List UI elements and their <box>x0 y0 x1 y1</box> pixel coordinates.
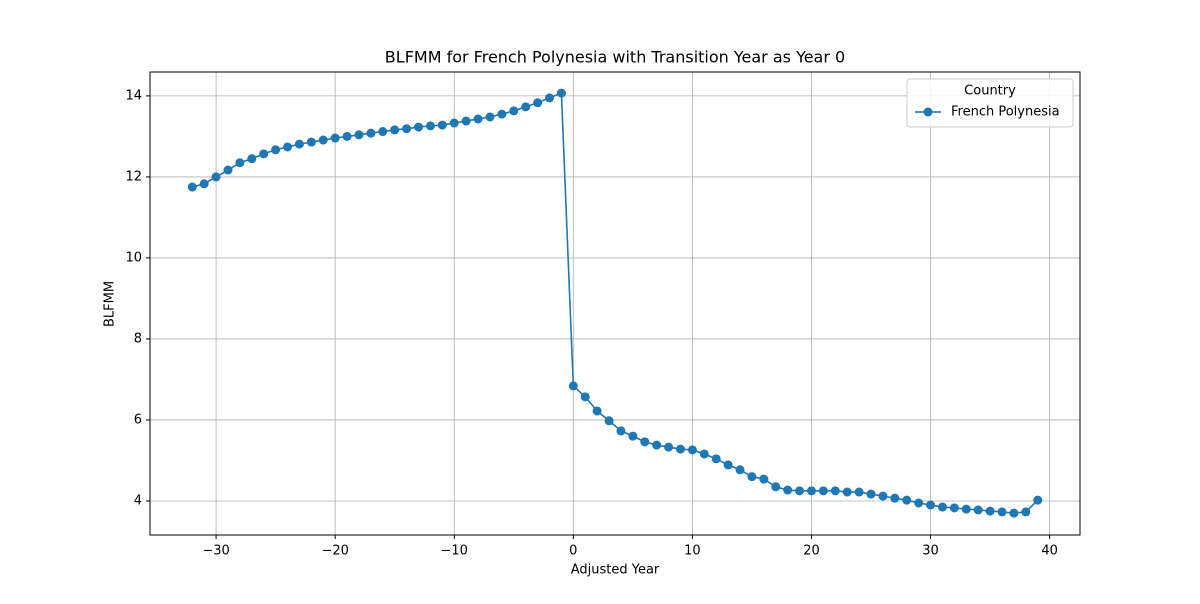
data-point <box>759 474 769 484</box>
data-point <box>283 142 293 152</box>
data-point <box>580 392 590 402</box>
data-point <box>652 440 662 450</box>
legend-box <box>906 78 1074 128</box>
y-axis-label: BLFMM <box>103 281 118 327</box>
data-point <box>592 406 602 416</box>
x-tick-label: −20 <box>321 544 348 559</box>
data-point <box>795 486 805 496</box>
data-point <box>818 486 828 496</box>
data-point <box>473 114 483 124</box>
data-point <box>735 465 745 475</box>
data-point <box>604 416 614 426</box>
data-point <box>247 154 257 164</box>
data-point <box>402 124 412 134</box>
data-point <box>449 118 459 128</box>
data-point <box>854 487 864 497</box>
data-point <box>616 426 626 436</box>
data-point <box>223 165 233 175</box>
data-point <box>949 503 959 513</box>
data-point <box>1009 508 1019 518</box>
series-line <box>192 91 1039 514</box>
data-point <box>890 493 900 503</box>
data-point <box>366 128 376 138</box>
data-point <box>985 506 995 516</box>
data-point <box>568 381 578 391</box>
data-point <box>318 135 328 145</box>
data-point <box>390 125 400 135</box>
x-tick-label: 40 <box>1041 544 1058 559</box>
data-point <box>675 444 685 454</box>
x-tick-label: 20 <box>803 544 820 559</box>
x-tick-label: 10 <box>684 544 701 559</box>
legend-title: Country <box>964 84 1016 99</box>
data-point <box>711 454 721 464</box>
data-point <box>866 489 876 499</box>
chart-title: BLFMM for French Polynesia with Transiti… <box>385 48 845 67</box>
data-point <box>830 486 840 496</box>
data-point <box>533 98 543 108</box>
plot-frame <box>149 71 1081 536</box>
data-point <box>556 88 566 98</box>
data-point <box>687 445 697 455</box>
data-point <box>235 158 245 168</box>
data-point <box>771 482 781 492</box>
data-point <box>509 106 519 116</box>
data-point <box>973 505 983 515</box>
data-point <box>437 120 447 130</box>
x-tick-label: −30 <box>202 544 229 559</box>
data-point <box>271 145 281 155</box>
x-axis-label: Adjusted Year <box>571 563 660 578</box>
data-point <box>306 137 316 147</box>
data-point <box>545 93 555 103</box>
data-point <box>211 172 221 182</box>
y-tick-label: 6 <box>134 412 142 427</box>
data-point <box>699 449 709 459</box>
data-point <box>259 149 269 159</box>
data-point <box>1021 507 1031 517</box>
y-tick-label: 10 <box>125 250 142 265</box>
data-point <box>414 122 424 132</box>
data-point <box>997 507 1007 517</box>
data-point <box>187 182 197 192</box>
data-point <box>628 431 638 441</box>
y-tick-label: 4 <box>134 493 142 508</box>
data-point <box>342 131 352 141</box>
data-point <box>806 486 816 496</box>
data-point <box>937 502 947 512</box>
data-point <box>926 500 936 510</box>
data-point <box>747 472 757 482</box>
data-point <box>485 112 495 122</box>
data-point <box>354 130 364 140</box>
data-point <box>294 139 304 149</box>
data-point <box>497 109 507 119</box>
data-point <box>378 127 388 137</box>
data-point <box>902 495 912 505</box>
data-point <box>783 485 793 495</box>
data-point <box>878 491 888 501</box>
data-point <box>461 116 471 126</box>
y-tick-label: 8 <box>134 331 142 346</box>
data-point <box>723 460 733 470</box>
data-point <box>664 442 674 452</box>
data-point <box>842 487 852 497</box>
y-tick-label: 12 <box>125 169 142 184</box>
data-point <box>1033 495 1043 505</box>
data-point <box>961 504 971 514</box>
legend-label: French Polynesia <box>951 105 1060 120</box>
y-tick-label: 14 <box>125 88 142 103</box>
data-point <box>330 133 340 143</box>
legend-marker <box>923 107 933 117</box>
x-tick-label: 0 <box>569 544 577 559</box>
data-point <box>425 121 435 131</box>
x-tick-label: −10 <box>441 544 468 559</box>
data-point <box>521 102 531 112</box>
data-point <box>914 498 924 508</box>
data-point <box>199 179 209 189</box>
data-point <box>640 437 650 447</box>
x-tick-label: 30 <box>922 544 939 559</box>
